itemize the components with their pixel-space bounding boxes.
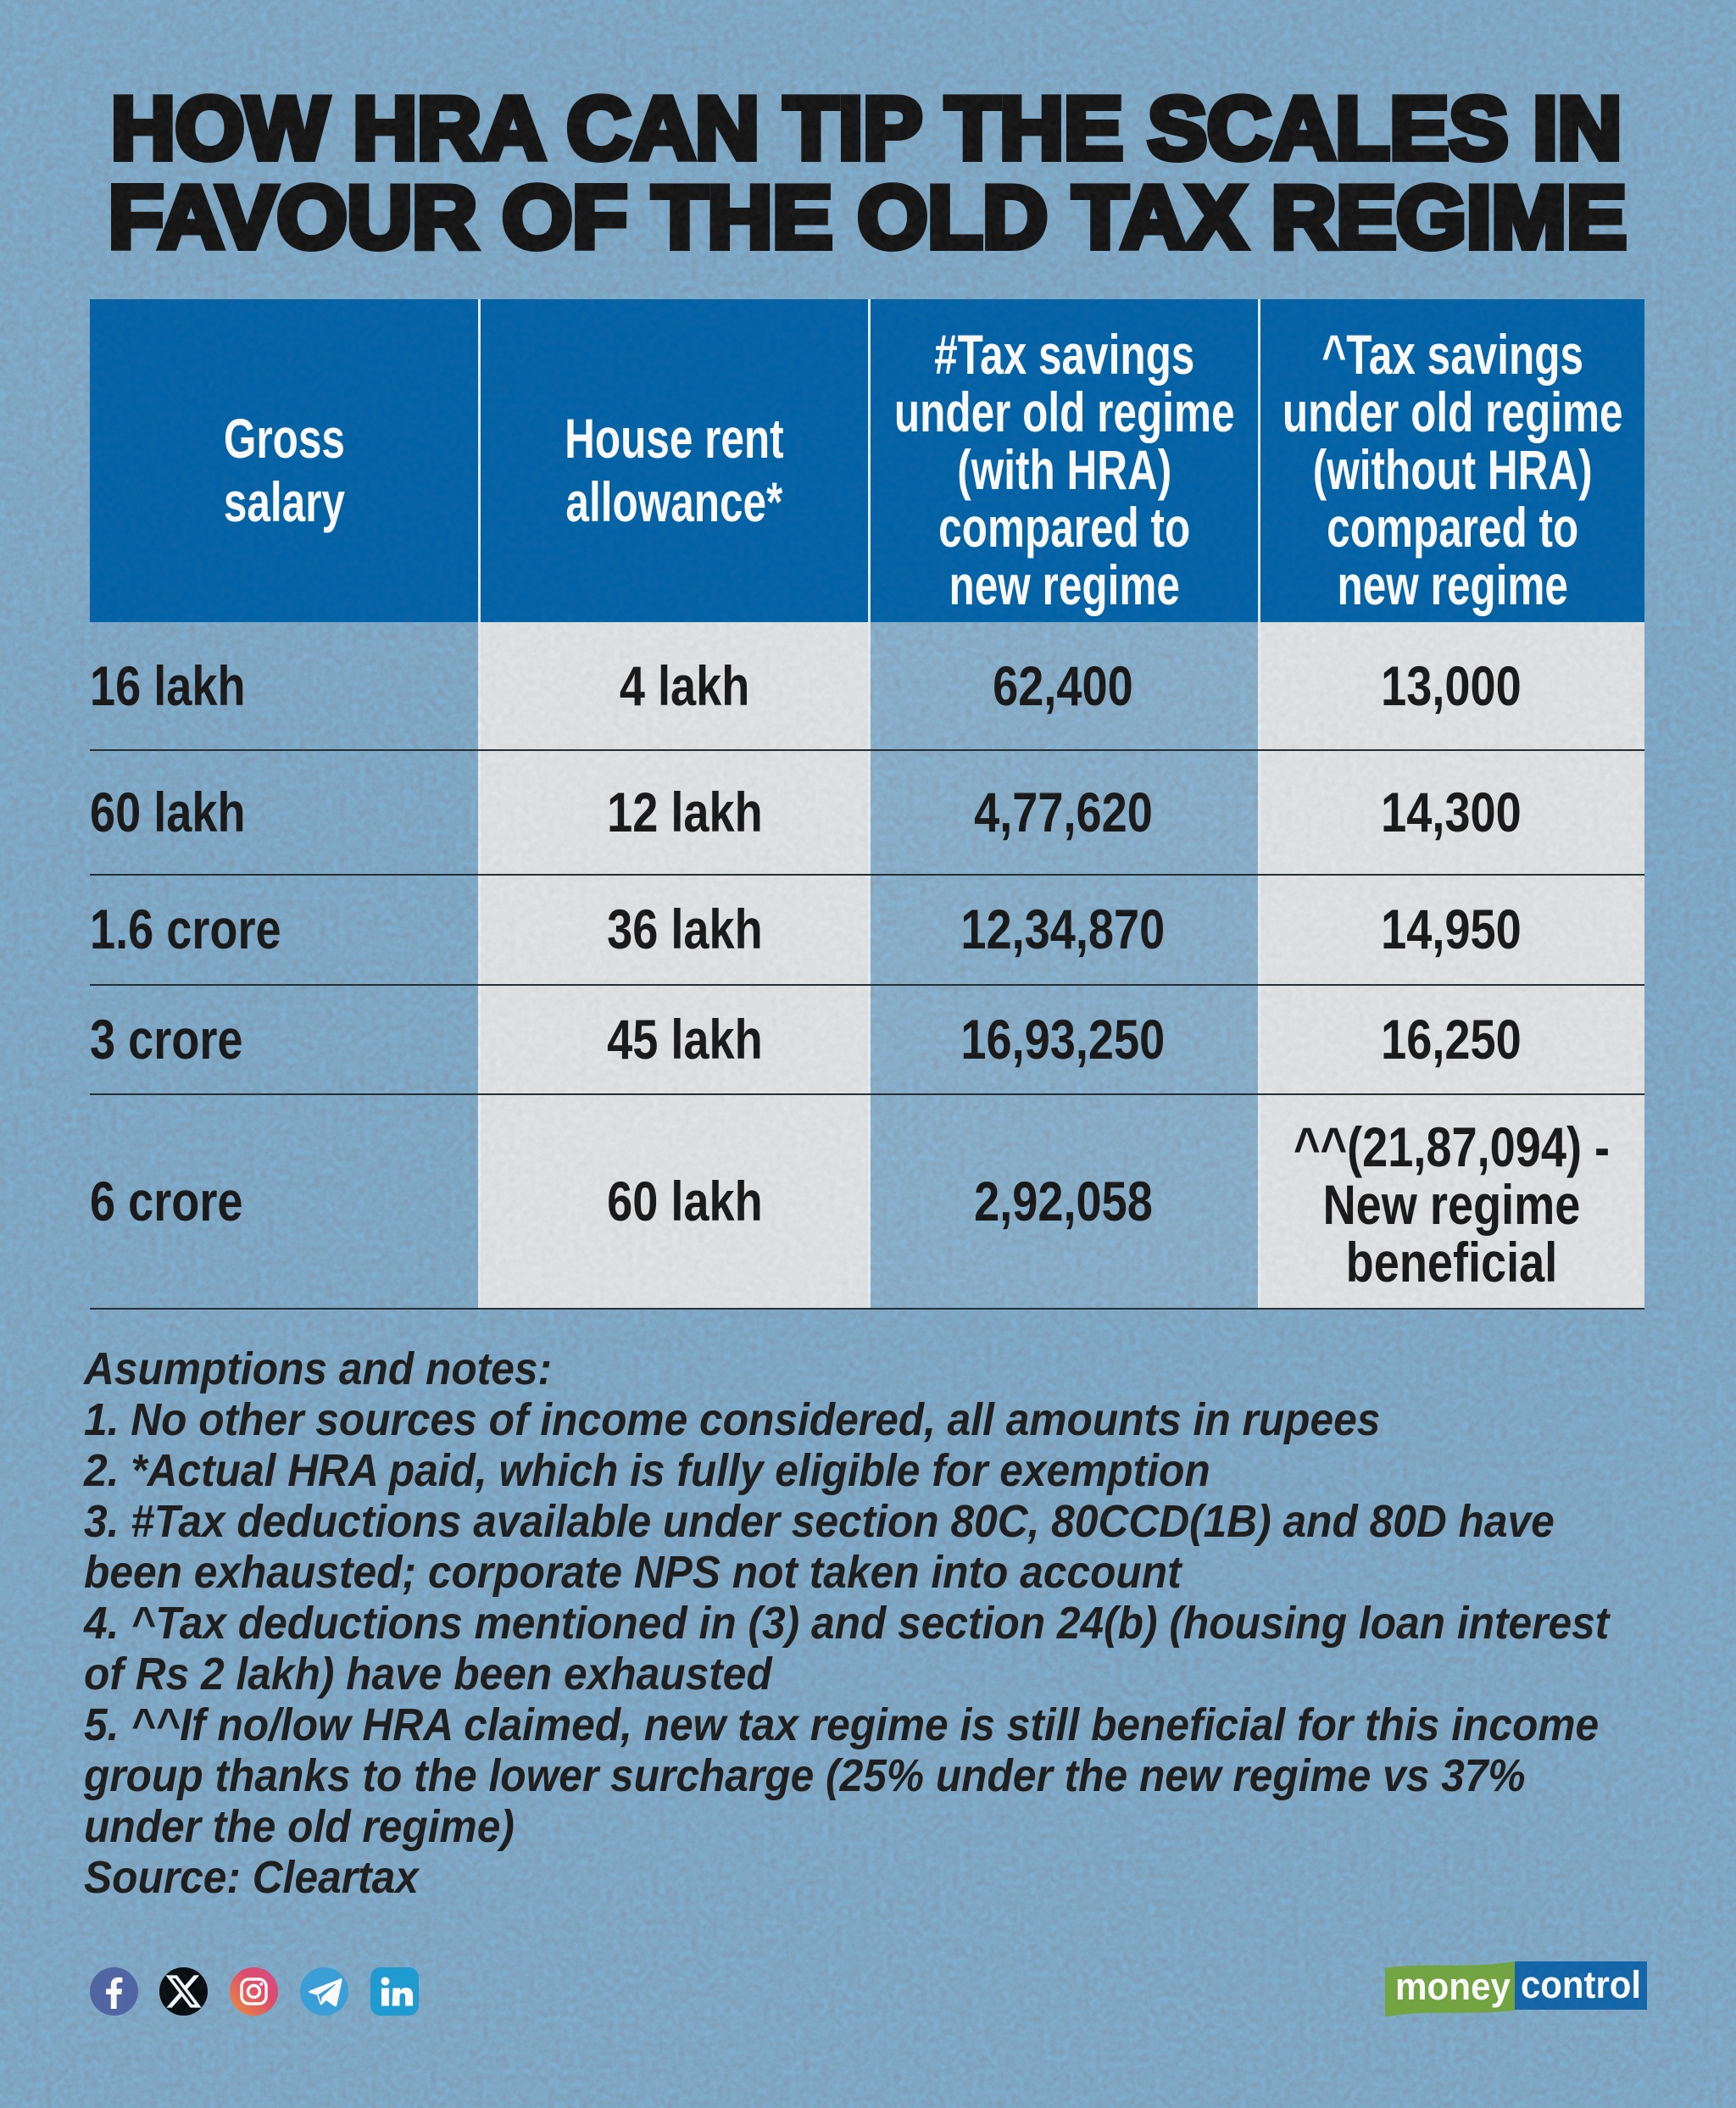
svg-text:control: control [1521, 1963, 1641, 2006]
svg-text:money: money [1395, 1965, 1511, 2008]
